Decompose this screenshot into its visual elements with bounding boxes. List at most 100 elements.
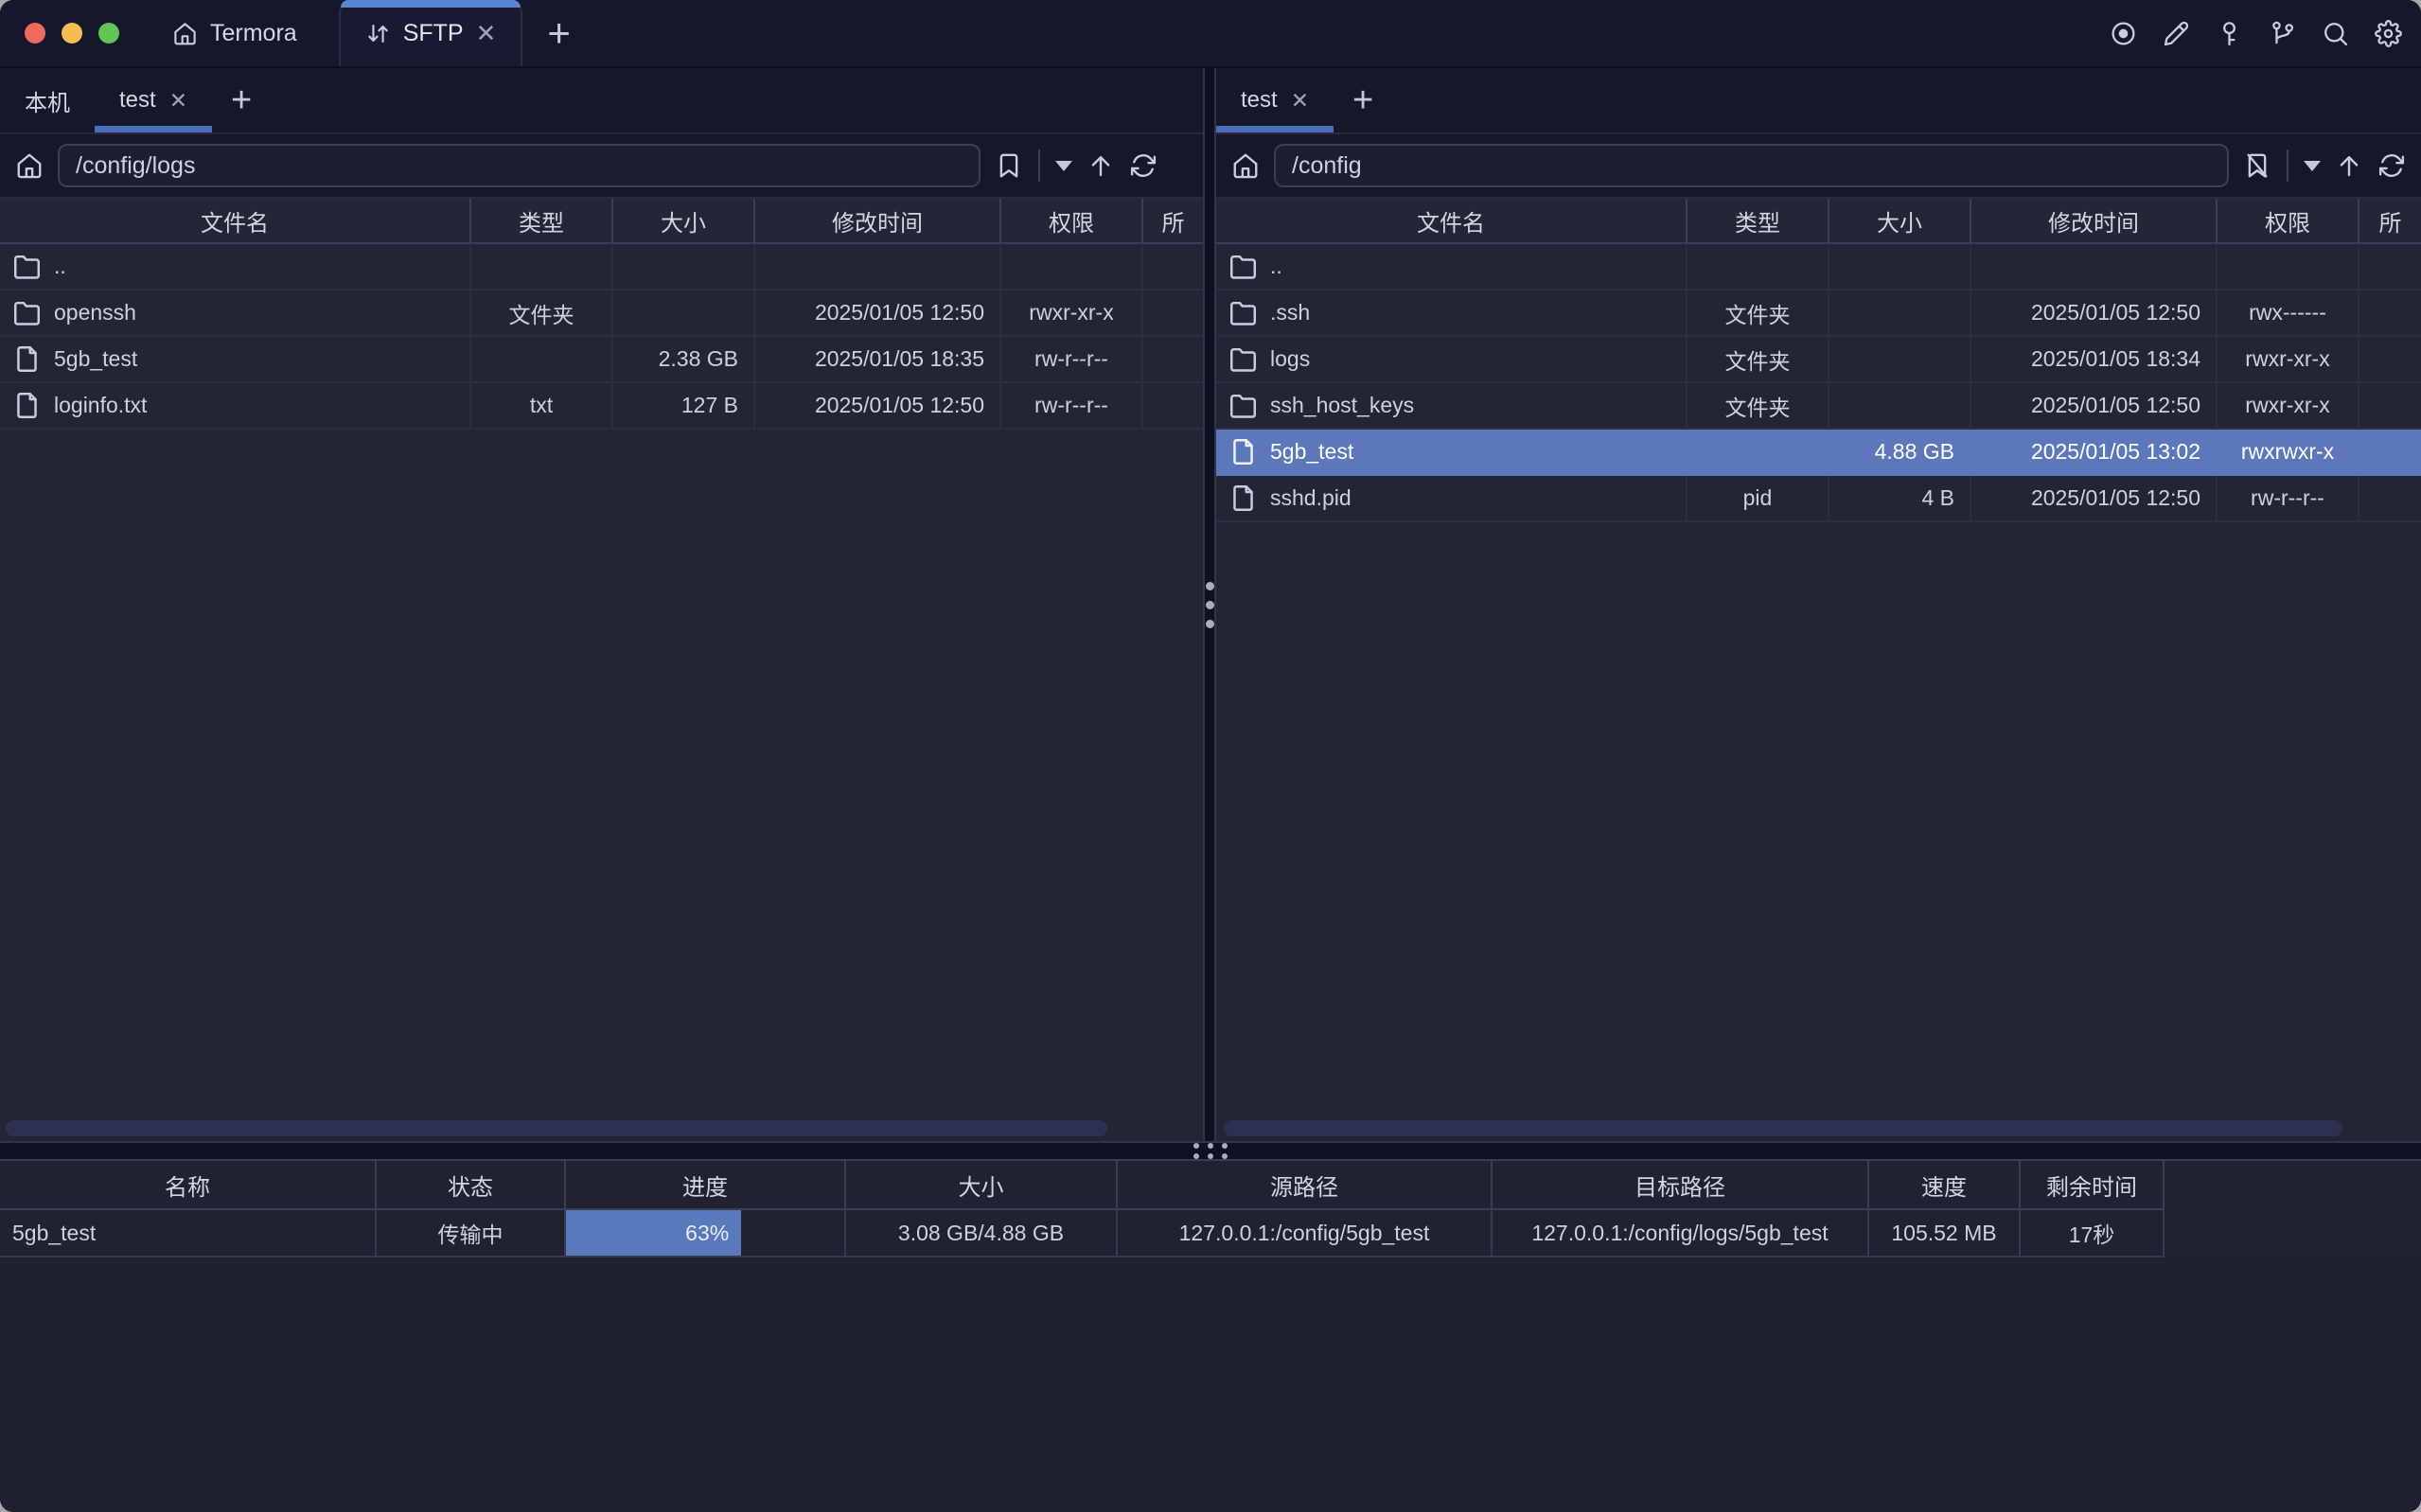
column-header-size[interactable]: 大小	[846, 1161, 1118, 1210]
column-header-perm[interactable]: 权限	[2218, 199, 2359, 242]
right-file-table: 文件名 类型 大小 修改时间 权限 所 .. .ssh 文	[1216, 199, 2421, 1141]
transfer-splitter-horizontal[interactable]	[0, 1141, 2421, 1159]
column-header-owner[interactable]: 所	[2378, 210, 2402, 237]
refresh-icon[interactable]	[2377, 151, 2406, 180]
right-hscrollbar-thumb[interactable]	[1224, 1120, 2342, 1136]
chevron-down-icon[interactable]	[2304, 160, 2321, 171]
table-row[interactable]: sshd.pid pid 4 B 2025/01/05 12:50 rw-r--…	[1216, 476, 2421, 522]
close-sftp-tab-icon[interactable]: ✕	[475, 19, 497, 47]
column-header-target[interactable]: 目标路径	[1493, 1161, 1869, 1210]
refresh-icon[interactable]	[1129, 151, 1157, 180]
folder-icon	[1230, 301, 1256, 325]
left-tab-test[interactable]: test ✕	[95, 68, 212, 132]
file-type: 文件夹	[471, 290, 613, 335]
file-mtime: 2025/01/05 12:50	[1971, 383, 2218, 428]
right-hscrollbar	[1216, 1116, 2421, 1141]
column-header-source[interactable]: 源路径	[1118, 1161, 1493, 1210]
file-icon	[1233, 485, 1253, 511]
column-header-speed[interactable]: 速度	[1869, 1161, 2021, 1210]
close-window-button[interactable]	[25, 23, 45, 44]
transfer-status: 传输中	[377, 1210, 566, 1257]
table-row[interactable]: ..	[0, 244, 1203, 290]
new-app-tab-button[interactable]: +	[547, 10, 571, 55]
transfer-progress-cell: 63%	[566, 1210, 846, 1257]
column-header-mtime[interactable]: 修改时间	[1971, 199, 2218, 242]
arrow-up-icon[interactable]	[2335, 151, 2363, 180]
left-file-table: 文件名 类型 大小 修改时间 权限 所 .. openssh	[0, 199, 1203, 1141]
left-new-tab-button[interactable]: +	[230, 79, 253, 120]
table-row[interactable]: 5gb_test 2.38 GB 2025/01/05 18:35 rw-r--…	[0, 337, 1203, 383]
column-header-status[interactable]: 状态	[377, 1161, 566, 1210]
column-header-type[interactable]: 类型	[1688, 199, 1829, 242]
transfer-table: 名称 状态 进度 大小 源路径 目标路径 速度 剩余时间 5gb_test 传输…	[0, 1159, 2421, 1257]
right-tab-test[interactable]: test ✕	[1216, 68, 1334, 132]
tab-sftp[interactable]: SFTP ✕	[338, 0, 523, 66]
left-hscrollbar-thumb[interactable]	[6, 1120, 1107, 1136]
chevron-down-icon[interactable]	[1055, 160, 1072, 171]
home-icon[interactable]	[15, 151, 44, 180]
column-header-progress[interactable]: 进度	[566, 1161, 846, 1210]
table-row[interactable]: loginfo.txt txt 127 B 2025/01/05 12:50 r…	[0, 383, 1203, 430]
file-type: pid	[1688, 476, 1829, 520]
file-owner	[1143, 337, 1203, 381]
transfer-size: 3.08 GB/4.88 GB	[846, 1210, 1118, 1257]
table-row[interactable]: ..	[1216, 244, 2421, 290]
right-new-tab-button[interactable]: +	[1352, 79, 1374, 120]
bookmark-off-icon[interactable]	[2243, 151, 2271, 180]
table-row-selected[interactable]: 5gb_test 4.88 GB 2025/01/05 13:02 rwxrwx…	[1216, 430, 2421, 476]
divider	[1038, 149, 1040, 182]
column-header-filename[interactable]: 文件名	[1216, 199, 1688, 242]
table-row[interactable]: ssh_host_keys 文件夹 2025/01/05 12:50 rwxr-…	[1216, 383, 2421, 430]
pencil-icon[interactable]	[2163, 20, 2190, 47]
file-icon	[17, 346, 37, 372]
bookmark-icon[interactable]	[995, 151, 1023, 180]
left-path-input[interactable]	[58, 144, 981, 187]
file-icon	[1233, 439, 1253, 465]
transfer-name: 5gb_test	[0, 1210, 377, 1257]
tab-termora-home[interactable]: Termora	[148, 0, 322, 66]
column-header-mtime[interactable]: 修改时间	[755, 199, 1001, 242]
file-name: logs	[1270, 346, 1311, 371]
column-header-size[interactable]: 大小	[613, 199, 755, 242]
table-row[interactable]: logs 文件夹 2025/01/05 18:34 rwxr-xr-x	[1216, 337, 2421, 383]
file-owner	[1143, 244, 1203, 289]
zoom-window-button[interactable]	[98, 23, 119, 44]
minimize-window-button[interactable]	[62, 23, 82, 44]
gear-icon[interactable]	[2375, 19, 2402, 47]
close-icon[interactable]: ✕	[1290, 87, 1309, 113]
file-size	[1829, 244, 1971, 289]
column-header-owner[interactable]: 所	[1161, 210, 1185, 237]
right-path-input[interactable]	[1274, 144, 2229, 187]
file-perm: rw-r--r--	[1001, 383, 1143, 428]
column-header-size[interactable]: 大小	[1829, 199, 1971, 242]
progress-bar-fill: 63%	[566, 1210, 742, 1256]
header-filler	[2165, 1161, 2421, 1210]
close-icon[interactable]: ✕	[168, 87, 187, 113]
left-tab-local[interactable]: 本机	[0, 68, 95, 132]
file-owner	[2359, 337, 2421, 381]
record-icon[interactable]	[2110, 20, 2137, 47]
table-row[interactable]: openssh 文件夹 2025/01/05 12:50 rwxr-xr-x	[0, 290, 1203, 337]
home-icon[interactable]	[1231, 151, 1260, 180]
right-path-bar	[1216, 134, 2421, 199]
branch-icon[interactable]	[2269, 20, 2296, 47]
column-header-type[interactable]: 类型	[471, 199, 613, 242]
tab-sftp-label: SFTP	[402, 19, 464, 46]
column-header-remaining[interactable]: 剩余时间	[2021, 1161, 2165, 1210]
folder-icon	[1230, 255, 1256, 279]
column-header-perm[interactable]: 权限	[1001, 199, 1143, 242]
table-row[interactable]: .ssh 文件夹 2025/01/05 12:50 rwx------	[1216, 290, 2421, 337]
home-icon	[174, 22, 196, 44]
pane-splitter-vertical[interactable]	[1203, 68, 1216, 1141]
arrow-up-icon[interactable]	[1087, 151, 1115, 180]
file-mtime: 2025/01/05 12:50	[755, 383, 1001, 428]
column-header-name[interactable]: 名称	[0, 1161, 377, 1210]
transfer-row[interactable]: 5gb_test 传输中 63% 3.08 GB/4.88 GB 127.0.0…	[0, 1210, 2421, 1257]
search-icon[interactable]	[2322, 20, 2349, 47]
column-header-filename[interactable]: 文件名	[0, 199, 471, 242]
transfer-target: 127.0.0.1:/config/logs/5gb_test	[1493, 1210, 1869, 1257]
key-icon[interactable]	[2216, 20, 2243, 47]
file-owner	[2359, 383, 2421, 428]
folder-icon	[14, 255, 40, 279]
